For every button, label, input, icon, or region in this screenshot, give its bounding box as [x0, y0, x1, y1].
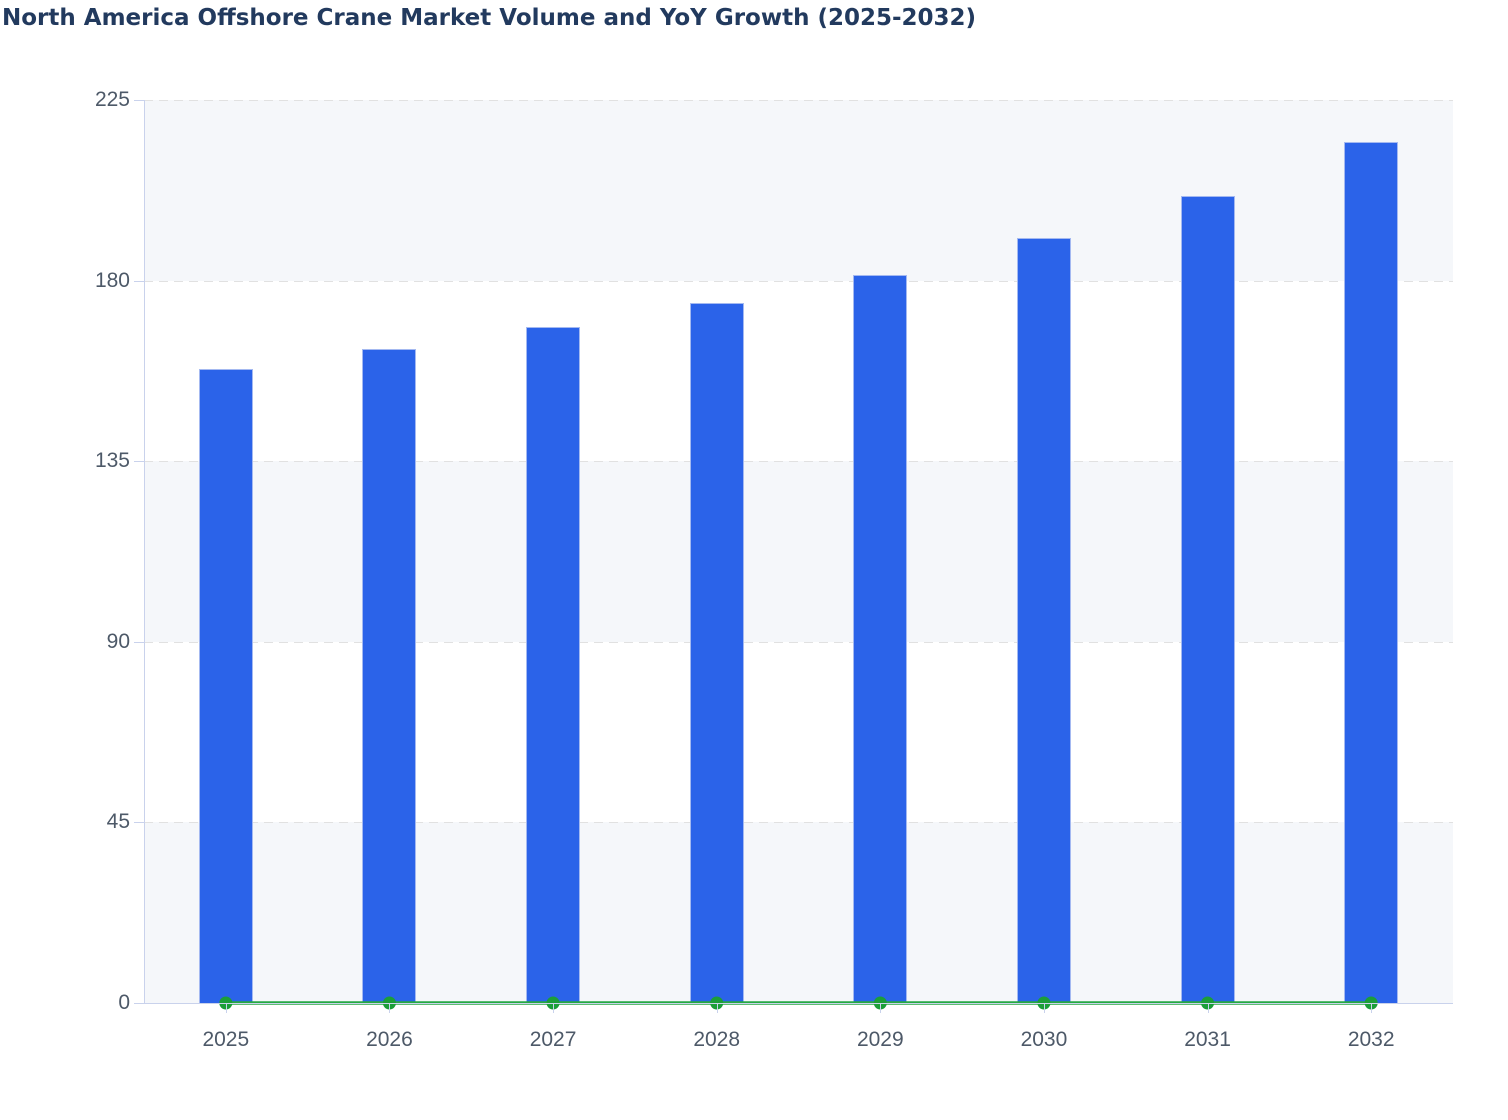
bar-2027[interactable] — [526, 326, 581, 1003]
x-axis-label-2031: 2031 — [1184, 1028, 1231, 1051]
bar-2030[interactable] — [1016, 238, 1071, 1003]
bar-2026[interactable] — [362, 348, 417, 1003]
x-axis-label-2029: 2029 — [856, 1028, 904, 1051]
x-axis-label-2032: 2032 — [1347, 1028, 1395, 1051]
x-axis-tick — [553, 1003, 555, 1013]
y-axis-label-45: 45 — [106, 810, 130, 834]
plot-band — [144, 461, 1453, 642]
gridline-225 — [144, 100, 1453, 101]
gridline-135 — [144, 461, 1453, 463]
x-axis-tick — [1043, 1003, 1045, 1013]
x-axis-label-2027: 2027 — [529, 1028, 577, 1051]
y-axis-tick — [134, 280, 144, 282]
y-axis-tick — [134, 461, 144, 463]
x-axis-tick — [389, 1003, 391, 1013]
plot-band — [144, 100, 1453, 281]
y-axis-tick — [134, 1003, 144, 1004]
x-axis-label-2026: 2026 — [366, 1028, 413, 1051]
bar-2031[interactable] — [1180, 196, 1235, 1003]
y-axis-label-135: 135 — [94, 449, 130, 473]
x-axis-tick — [716, 1003, 718, 1013]
y-axis-tick — [134, 641, 144, 643]
gridline-180 — [144, 280, 1453, 282]
plot-area — [144, 100, 1453, 1010]
x-axis-tick — [880, 1003, 882, 1013]
gridline-45 — [144, 822, 1453, 824]
gridline-90 — [144, 641, 1453, 643]
yoy-line-layer — [219, 996, 1378, 1010]
y-axis-label-90: 90 — [106, 629, 130, 653]
y-axis-tick — [134, 100, 144, 101]
y-axis-label-0: 0 — [118, 991, 130, 1014]
x-axis-line — [144, 1003, 1453, 1004]
x-axis-tick — [225, 1003, 227, 1013]
bar-2025[interactable] — [198, 368, 253, 1003]
y-axis-label-225: 225 — [94, 88, 130, 111]
x-axis-label-2025: 2025 — [202, 1028, 250, 1051]
x-axis-label-2030: 2030 — [1020, 1028, 1068, 1051]
bar-2028[interactable] — [689, 302, 744, 1003]
y-axis-line — [144, 100, 145, 1003]
plot-band — [144, 822, 1453, 1003]
y-axis-tick — [134, 822, 144, 824]
x-axis-label-2028: 2028 — [693, 1028, 741, 1051]
y-axis-label-180: 180 — [94, 268, 130, 292]
bar-2032[interactable] — [1344, 142, 1399, 1003]
bar-2029[interactable] — [853, 274, 908, 1003]
chart-title: North America Offshore Crane Market Volu… — [2, 5, 977, 31]
x-axis-tick — [1371, 1003, 1373, 1013]
x-axis-tick — [1207, 1003, 1209, 1013]
